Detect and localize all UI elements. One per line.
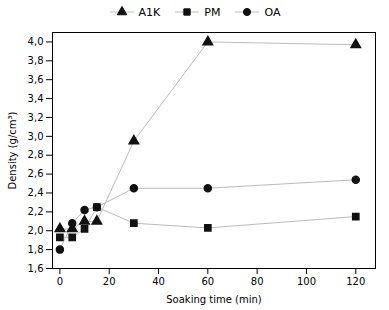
svg-text:20: 20 <box>103 276 116 287</box>
svg-text:80: 80 <box>251 276 264 287</box>
svg-text:2,6: 2,6 <box>28 168 44 179</box>
html-text:A1K: A1K <box>138 5 161 19</box>
svg-text:40: 40 <box>152 276 165 287</box>
svg-text:3,0: 3,0 <box>28 131 44 142</box>
svg-text:2,0: 2,0 <box>28 225 44 236</box>
svg-text:100: 100 <box>297 276 316 287</box>
svg-text:1,8: 1,8 <box>28 244 44 255</box>
svg-text:120: 120 <box>346 276 365 287</box>
svg-text:0: 0 <box>57 276 63 287</box>
svg-text:2,8: 2,8 <box>28 149 44 160</box>
svg-text:Soaking time (min): Soaking time (min) <box>166 294 262 305</box>
svg-text:1,6: 1,6 <box>28 263 44 274</box>
svg-text:Density (g/cm³): Density (g/cm³) <box>7 111 18 189</box>
svg-text:3,4: 3,4 <box>28 93 44 104</box>
svg-text:2,4: 2,4 <box>28 187 44 198</box>
svg-text:3,2: 3,2 <box>28 112 44 123</box>
svg-text:4,0: 4,0 <box>28 36 44 47</box>
svg-text:2,2: 2,2 <box>28 206 44 217</box>
svg-text:60: 60 <box>201 276 214 287</box>
svg-text:3,6: 3,6 <box>28 74 44 85</box>
html-text:OA: OA <box>264 5 281 19</box>
html-text:PM: PM <box>204 5 221 19</box>
svg-text:3,8: 3,8 <box>28 55 44 66</box>
